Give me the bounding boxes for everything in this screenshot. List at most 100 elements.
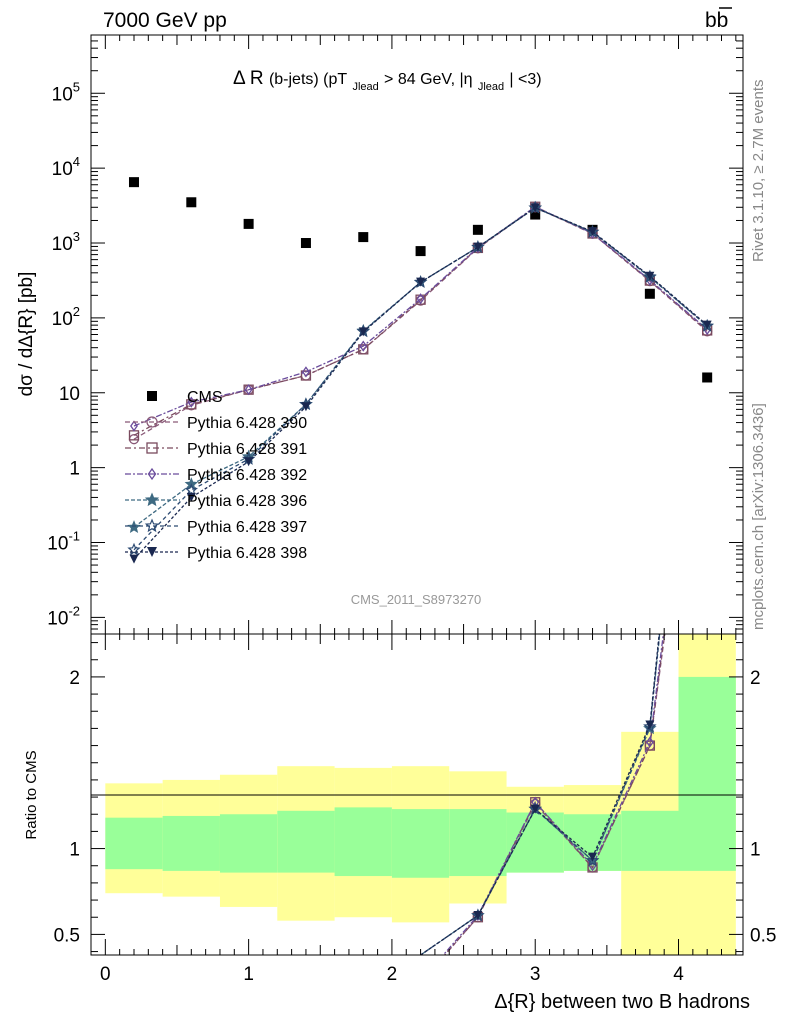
data-point (300, 370, 312, 381)
legend-label: Pythia 6.428 391 (187, 441, 307, 458)
legend-label: Pythia 6.428 396 (187, 493, 307, 510)
data-point (300, 238, 311, 249)
legend-label: Pythia 6.428 397 (187, 519, 307, 536)
data-point (645, 736, 654, 748)
rivet-label: Rivet 3.1.10, ≥ 2.7M events (750, 80, 767, 263)
data-point (416, 293, 425, 305)
stat-uncertainty-band (334, 807, 392, 877)
data-point (146, 416, 158, 428)
energy-label: 7000 GeV pp (103, 9, 227, 32)
data-point (358, 344, 369, 355)
data-point (144, 518, 160, 533)
series-line (133, 206, 708, 427)
x-tick-label: 4 (673, 964, 684, 985)
stat-uncertainty-band (105, 817, 163, 870)
data-point (585, 853, 600, 867)
data-point (588, 852, 598, 862)
ratio-series-5 (419, 634, 660, 955)
lower-panel: 0.5 0.5 1 1 2 2 0 1 2 3 4 Ratio to CMS Δ{R} betwee… (23, 633, 776, 1013)
ratio-y-tick-label-right: 1 (750, 840, 761, 861)
data-point (186, 492, 196, 502)
stat-uncertainty-band (678, 676, 736, 871)
x-tick-label: 2 (387, 964, 398, 985)
stat-uncertainty-band (219, 814, 278, 873)
y-tick-label: 1 (69, 459, 80, 480)
data-point (147, 391, 157, 401)
upper-y-axis-label: dσ / dΔ{R} [pb] (16, 272, 37, 397)
y-tick-label: 10-2 (47, 603, 80, 629)
process-label: bb (705, 7, 732, 32)
data-point (702, 320, 712, 330)
series-0 (128, 177, 713, 383)
ratio-line (442, 634, 665, 955)
data-point (301, 402, 311, 412)
y-tick-label: 10-1 (47, 529, 80, 555)
y-tick-label: 102 (52, 304, 80, 330)
data-point (144, 492, 160, 507)
x-tick-label: 1 (243, 964, 254, 985)
data-point (645, 720, 655, 730)
upper-panel: Δ R (b-jets) (pT Jlead > 84 GeV, |η Jlea… (16, 34, 744, 635)
ratio-y-tick-label: 2 (69, 668, 80, 689)
legend-item: Pythia 6.428 396 (125, 492, 307, 510)
x-tick-label: 0 (100, 964, 111, 985)
y-tick-label: 104 (52, 154, 80, 180)
stat-uncertainty-band (277, 810, 335, 873)
data-point (130, 420, 138, 432)
legend-item: Pythia 6.428 392 (125, 467, 307, 484)
legend-item: Pythia 6.428 391 (125, 441, 307, 458)
data-point (147, 547, 157, 557)
data-point (359, 340, 368, 352)
stat-uncertainty-band (449, 809, 507, 877)
data-point (146, 442, 158, 454)
data-point (358, 327, 368, 337)
stat-uncertainty-band (621, 810, 679, 871)
data-point (472, 224, 483, 235)
data-point (127, 520, 141, 533)
legend-item: Pythia 6.428 398 (125, 545, 307, 562)
stat-uncertainty-band (162, 815, 220, 871)
data-point (530, 804, 540, 814)
data-point (530, 203, 540, 213)
mcplots-label: mcplots.cern.ch [arXiv:1306.3436] (750, 403, 767, 630)
data-point (415, 246, 426, 257)
data-point (473, 911, 483, 921)
series-1 (128, 202, 713, 445)
legend-label: CMS (187, 389, 223, 406)
data-point (416, 277, 426, 287)
ratio-line (419, 634, 661, 955)
analysis-label: CMS_2011_S8973270 (351, 592, 482, 607)
upper-title: Δ R (b-jets) (pT Jlead > 84 GeV, |η Jlea… (233, 68, 542, 95)
y-tick-label: 10 (59, 384, 80, 405)
data-point (530, 209, 541, 220)
ratio-y-tick-label: 0.5 (54, 925, 80, 946)
data-point (244, 457, 254, 467)
legend-label: Pythia 6.428 392 (187, 467, 307, 484)
legend-item: Pythia 6.428 397 (125, 518, 307, 536)
stat-uncertainty-band (391, 809, 450, 878)
ratio-y-tick-label-right: 0.5 (750, 925, 776, 946)
data-point (184, 483, 198, 496)
data-point (645, 271, 655, 281)
data-point (358, 232, 369, 243)
data-point (243, 218, 254, 229)
series-line (133, 206, 708, 440)
lower-frame (90, 633, 744, 956)
legend-item: Pythia 6.428 390 (125, 415, 307, 432)
data-point (702, 372, 713, 383)
legend-label: Pythia 6.428 398 (187, 545, 307, 562)
y-tick-label: 103 (52, 229, 80, 255)
legend-item: CMS (147, 389, 223, 406)
data-point (187, 396, 196, 408)
data-point (128, 177, 139, 188)
data-point (129, 554, 139, 564)
data-point (186, 197, 197, 208)
x-tick-label: 3 (530, 964, 541, 985)
ratio-y-tick-label-right: 2 (750, 668, 761, 689)
series-6 (129, 203, 712, 564)
data-point (644, 288, 655, 299)
lower-y-axis-label: Ratio to CMS (23, 750, 40, 839)
ratio-y-tick-label: 1 (69, 840, 80, 861)
x-axis-label: Δ{R} between two B hadrons (494, 991, 750, 1013)
